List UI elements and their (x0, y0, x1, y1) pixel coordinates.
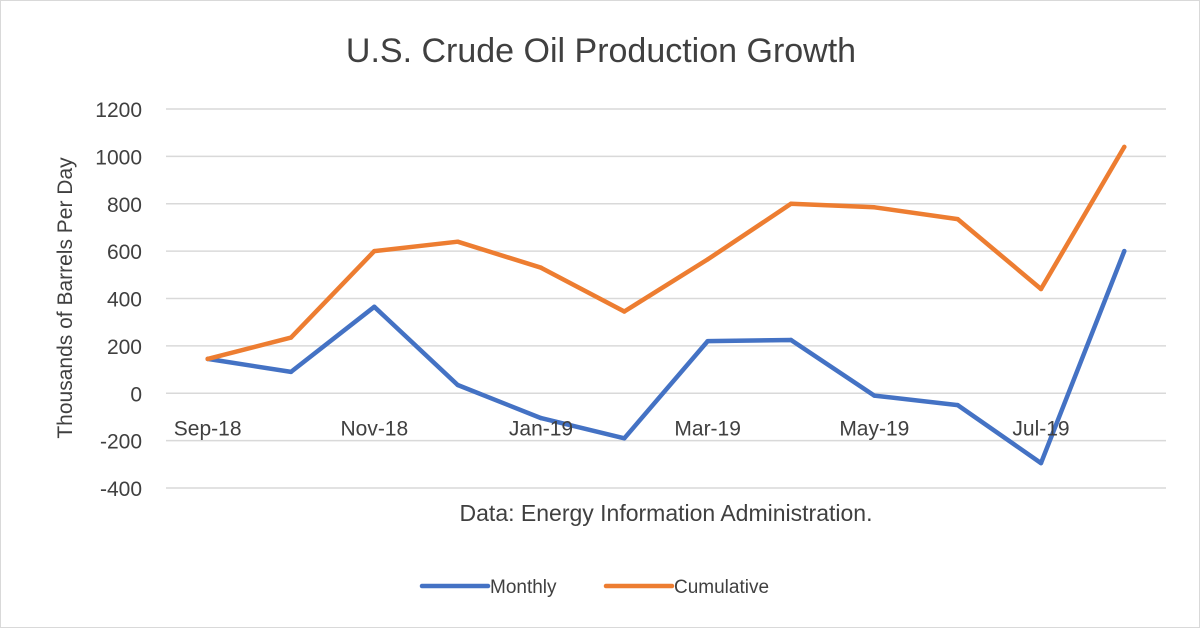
legend-label-cumulative: Cumulative (674, 577, 769, 598)
data-point-monthly-jan-19 (538, 415, 544, 421)
data-point-cumulative-feb-19 (622, 309, 627, 314)
y-tick-label: 1200 (95, 99, 142, 122)
series-line-cumulative (205, 144, 1127, 362)
legend-label-monthly: Monthly (490, 577, 557, 598)
x-tick-label: May-19 (839, 417, 909, 440)
y-tick-label: 400 (107, 289, 142, 312)
legend: Monthly Cumulative (419, 577, 769, 598)
data-point-monthly-nov-18 (372, 304, 377, 309)
data-point-cumulative-nov-18 (372, 248, 377, 254)
data-point-monthly-apr-19 (788, 337, 794, 343)
y-tick-label: 200 (107, 336, 142, 359)
data-point-monthly-aug-19 (1122, 248, 1127, 254)
y-tick-label: 600 (107, 241, 142, 264)
x-tick-label: Jul-19 (1012, 417, 1069, 440)
y-tick-label: 1000 (95, 146, 142, 169)
data-point-cumulative-may-19 (872, 205, 877, 210)
chart-title: U.S. Crude Oil Production Growth (346, 32, 856, 70)
data-point-monthly-jun-19 (955, 402, 960, 408)
data-point-cumulative-jan-19 (538, 265, 544, 270)
data-point-monthly-jul-19 (1038, 460, 1044, 466)
data-point-monthly-mar-19 (705, 338, 710, 344)
data-point-monthly-may-19 (872, 393, 877, 398)
x-tick-label: Jan-19 (509, 417, 573, 440)
x-tick-label: Mar-19 (674, 417, 741, 440)
y-tick-label: 0 (130, 383, 142, 406)
y-tick-label: -400 (100, 478, 142, 501)
source-note: Data: Energy Information Administration. (460, 500, 873, 526)
y-axis-tick-labels: -400 -200 0 200 400 600 800 1000 1200 (95, 99, 142, 501)
data-point-monthly-dec-18 (455, 382, 460, 388)
data-point-cumulative-jul-19 (1038, 286, 1044, 292)
gridlines (166, 108, 1166, 489)
y-tick-label: 800 (107, 194, 142, 217)
x-tick-label: Nov-18 (340, 417, 408, 440)
data-point-cumulative-apr-19 (788, 201, 794, 206)
y-tick-label: -200 (100, 431, 142, 454)
data-point-cumulative-sep-18 (205, 356, 210, 362)
series-line-monthly (205, 248, 1127, 466)
data-point-cumulative-jun-19 (955, 216, 960, 222)
y-axis-title: Thousands of Barrels Per Day (54, 157, 77, 439)
data-point-monthly-feb-19 (622, 436, 627, 441)
data-point-cumulative-mar-19 (705, 257, 710, 262)
x-axis-tick-labels: Sep-18 Nov-18 Jan-19 Mar-19 May-19 Jul-19 (174, 417, 1070, 440)
data-point-cumulative-aug-19 (1122, 144, 1127, 150)
x-tick-label: Sep-18 (174, 417, 242, 440)
data-point-cumulative-oct-18 (288, 335, 294, 340)
data-point-monthly-oct-18 (288, 369, 294, 375)
series-lines (205, 144, 1127, 466)
data-point-cumulative-dec-18 (455, 239, 460, 244)
